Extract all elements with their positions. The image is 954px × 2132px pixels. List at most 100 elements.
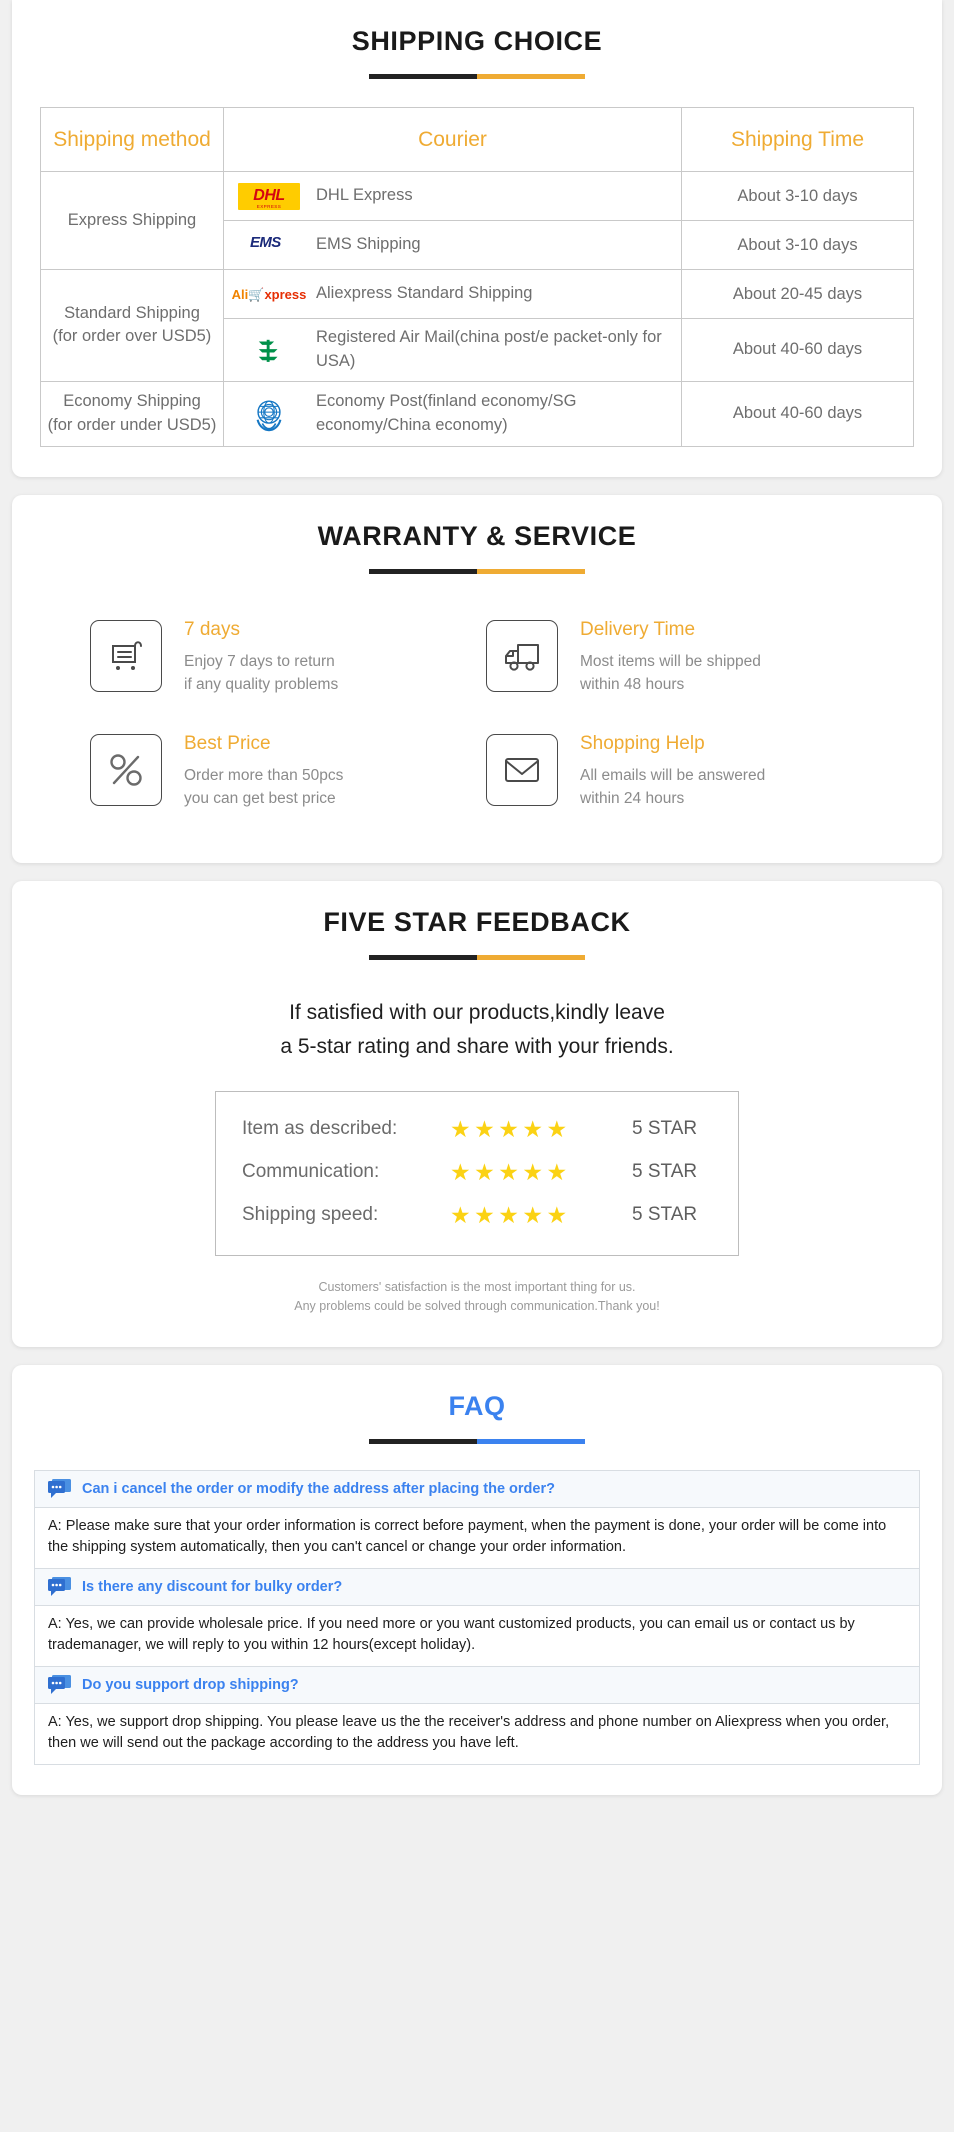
percent-icon [90, 734, 162, 807]
dhl-logo: DHL EXPRESS [236, 179, 302, 213]
table-header-row: Shipping method Courier Shipping Time [40, 107, 914, 172]
aliexpress-logo: Ali 🛒 xpress [231, 286, 307, 302]
rule-accent-segment [477, 1438, 585, 1444]
courier-name: Economy Post(finland economy/SG economy/… [316, 391, 577, 434]
faq-question-2[interactable]: Is there any discount for bulky order? [35, 1568, 919, 1606]
courier-name: DHL Express [316, 186, 413, 205]
warranty-item-title: 7 days [184, 618, 240, 640]
faq-question-1[interactable]: Can i cancel the order or modify the add… [35, 1470, 919, 1508]
rating-box: Item as described: ★★★★★ 5 STAR Communic… [215, 1090, 739, 1256]
method-cell-standard: Standard Shipping (for order over USD5) [40, 269, 224, 382]
warranty-item-help: Shopping Help All emails will be answere… [486, 734, 882, 811]
shipping-choice-section: SHIPPING CHOICE Shipping method Courier … [12, 0, 942, 477]
rule-accent-segment [477, 954, 585, 960]
courier-cell-un-post: Economy Post(finland economy/SG economy/… [223, 380, 682, 447]
faq-answer-3: A: Yes, we support drop shipping. You pl… [35, 1703, 919, 1765]
five-star-feedback-section: FIVE STAR FEEDBACK If satisfied with our… [12, 880, 942, 1347]
china-post-logo [236, 333, 302, 367]
table-row: Economy Shipping (for order under USD5) [40, 380, 914, 447]
warranty-item-title: Shopping Help [580, 733, 705, 755]
feedback-lead-line2: a 5-star rating and share with your frie… [280, 1035, 674, 1059]
star-icon-group[interactable]: ★★★★★ [450, 1115, 571, 1142]
rating-row-communication: Communication: ★★★★★ 5 STAR [242, 1151, 712, 1194]
rating-value: 5 STAR [632, 1204, 698, 1226]
method-cell-economy: Economy Shipping (for order under USD5) [40, 380, 224, 447]
chat-bubble-icon [48, 1576, 71, 1596]
warranty-item-price: Best Price Order more than 50pcs you can… [90, 734, 486, 811]
rule-dark-segment [369, 568, 477, 574]
warranty-title: WARRANTY & SERVICE [317, 520, 637, 551]
courier-cell-ems: EMS EMS Shipping [223, 220, 682, 270]
star-icon-group[interactable]: ★★★★★ [450, 1158, 571, 1185]
time-cell: About 20-45 days [681, 269, 914, 319]
table-row: Registered Air Mail(china post/e packet-… [41, 318, 914, 382]
delivery-truck-icon [486, 619, 558, 692]
feedback-lead: If satisfied with our products,kindly le… [12, 996, 942, 1065]
courier-name: EMS Shipping [316, 235, 421, 254]
warranty-item-desc: All emails will be answered within 24 ho… [580, 767, 766, 808]
rating-value: 5 STAR [632, 1118, 698, 1140]
feedback-lead-line1: If satisfied with our products,kindly le… [289, 1000, 665, 1024]
feedback-note-line1: Customers' satisfaction is the most impo… [318, 1279, 636, 1294]
rule-accent-segment [477, 74, 585, 79]
courier-cell-dhl: DHL EXPRESS DHL Express [223, 171, 682, 221]
warranty-item-desc: Most items will be shipped within 48 hou… [580, 652, 761, 693]
time-cell: About 3-10 days [681, 220, 914, 270]
faq-answer-1: A: Please make sure that your order info… [35, 1507, 919, 1569]
feedback-title: FIVE STAR FEEDBACK [323, 906, 631, 937]
header-shipping-time: Shipping Time [681, 107, 914, 172]
method-cell-express: Express Shipping [40, 171, 224, 270]
rule-dark-segment [369, 954, 477, 960]
table-row: EMS EMS Shipping About 3-10 days [41, 220, 914, 270]
feedback-note-line2: Any problems could be solved through com… [294, 1299, 660, 1314]
time-cell: About 40-60 days [681, 318, 914, 382]
time-cell: About 3-10 days [681, 171, 914, 221]
rule-dark-segment [369, 1438, 477, 1444]
time-cell: About 40-60 days [681, 380, 914, 447]
rating-label: Communication: [242, 1161, 380, 1183]
envelope-icon [486, 734, 558, 807]
star-icon-group[interactable]: ★★★★★ [450, 1201, 571, 1228]
rating-label: Shipping speed: [242, 1204, 379, 1226]
rating-row-item-as-described: Item as described: ★★★★★ 5 STAR [242, 1108, 712, 1151]
title-rule [369, 568, 585, 574]
courier-name: Aliexpress Standard Shipping [316, 284, 533, 303]
warranty-item-desc: Order more than 50pcs you can get best p… [184, 767, 344, 808]
warranty-item-delivery: Delivery Time Most items will be shipped… [486, 618, 882, 735]
un-post-logo [236, 397, 302, 431]
faq-list: Can i cancel the order or modify the add… [34, 1469, 920, 1765]
warranty-service-section: WARRANTY & SERVICE 7 days Enjoy 7 days t… [12, 494, 942, 863]
rule-dark-segment [369, 74, 477, 79]
courier-name: Registered Air Mail(china post/e packet-… [316, 328, 662, 370]
feedback-note: Customers' satisfaction is the most impo… [12, 1278, 942, 1317]
courier-cell-aliexpress: Ali 🛒 xpress Aliexpress Standard Shipping [223, 269, 682, 319]
chat-bubble-icon [48, 1478, 71, 1498]
warranty-item-title: Best Price [184, 733, 271, 755]
table-row: Express Shipping DHL EXPRESS DHL Express … [40, 171, 914, 270]
chat-bubble-icon [48, 1674, 71, 1694]
faq-question-text: Can i cancel the order or modify the add… [82, 1480, 555, 1497]
table-row: Standard Shipping (for order over USD5) … [40, 269, 914, 382]
ems-logo: EMS [250, 234, 281, 251]
title-rule [369, 1438, 585, 1444]
rating-value: 5 STAR [632, 1161, 698, 1183]
courier-cell-china-post: Registered Air Mail(china post/e packet-… [223, 318, 682, 382]
faq-title: FAQ [448, 1390, 506, 1421]
faq-question-text: Do you support drop shipping? [82, 1676, 299, 1693]
header-courier: Courier [223, 107, 682, 172]
shipping-title: SHIPPING CHOICE [351, 26, 603, 56]
faq-question-3[interactable]: Do you support drop shipping? [35, 1666, 919, 1704]
return-cart-icon [90, 619, 162, 692]
faq-section: FAQ Can i cancel the order or modify the… [12, 1364, 942, 1795]
warranty-item-title: Delivery Time [580, 618, 696, 640]
title-rule [369, 74, 585, 79]
rule-accent-segment [477, 568, 585, 574]
title-rule [369, 954, 585, 960]
warranty-item-desc: Enjoy 7 days to return if any quality pr… [184, 652, 339, 693]
warranty-item-returns: 7 days Enjoy 7 days to return if any qua… [90, 618, 486, 735]
rating-row-shipping-speed: Shipping speed: ★★★★★ 5 STAR [242, 1194, 712, 1237]
header-shipping-method: Shipping method [40, 107, 224, 172]
rating-label: Item as described: [242, 1118, 398, 1140]
shipping-table: Shipping method Courier Shipping Time Ex… [40, 107, 914, 447]
faq-answer-2: A: Yes, we can provide wholesale price. … [35, 1605, 919, 1667]
